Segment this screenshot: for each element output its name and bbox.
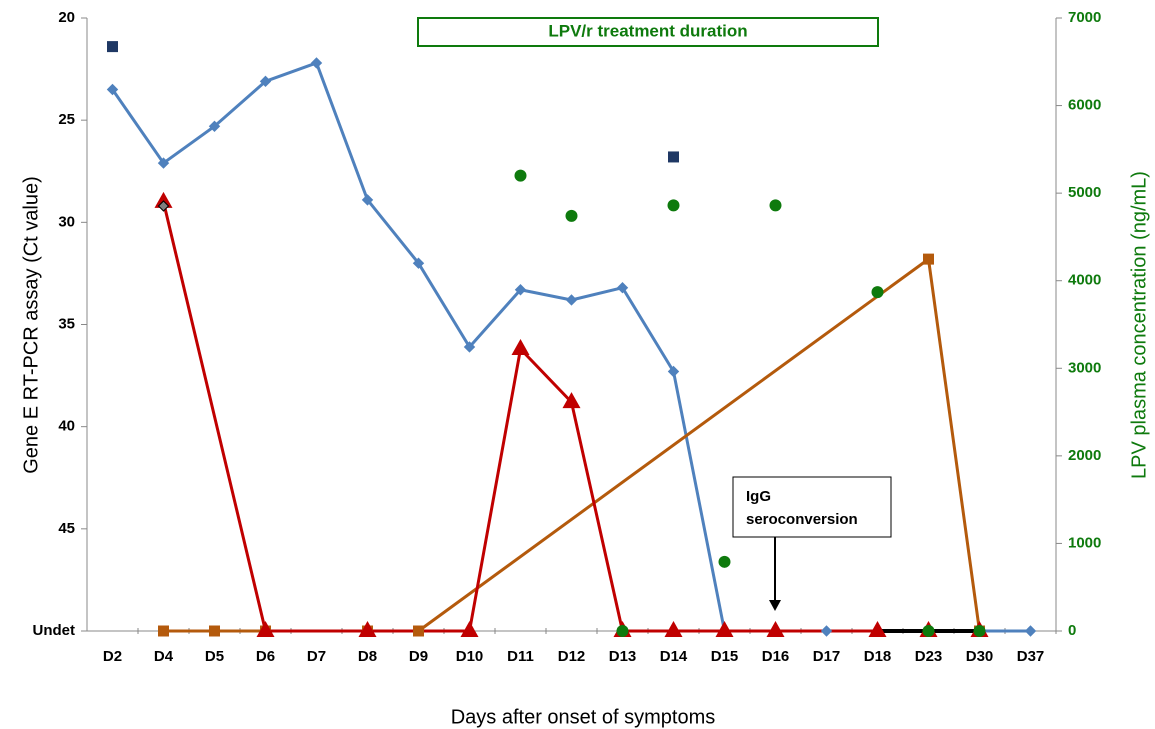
y2-tick-label: 6000 [1068, 97, 1101, 114]
y2-tick-label: 2000 [1068, 447, 1101, 464]
point [718, 555, 731, 568]
x-tick-label: D15 [711, 648, 739, 665]
point [412, 257, 425, 269]
x-tick-label: D4 [154, 648, 174, 665]
x-tick-label: D2 [103, 648, 122, 665]
x-tick-label: D16 [762, 648, 790, 665]
point [460, 621, 479, 637]
y-tick-label: 35 [58, 315, 75, 332]
y2-tick-label: 5000 [1068, 184, 1101, 201]
point [769, 199, 782, 212]
point [973, 625, 986, 637]
point [514, 169, 527, 182]
point [922, 625, 935, 637]
point [562, 392, 581, 409]
point [616, 282, 629, 294]
point [107, 41, 118, 53]
y-tick-label: 40 [58, 418, 75, 435]
x-tick-label: D6 [256, 648, 275, 665]
point [158, 625, 169, 637]
x-tick-label: D37 [1017, 648, 1045, 665]
point [1024, 625, 1037, 637]
point [514, 284, 527, 296]
x-tick-label: D23 [915, 648, 943, 665]
y2-tick-label: 1000 [1068, 534, 1101, 551]
point [667, 199, 680, 212]
annotation: IgG [746, 488, 771, 505]
point [664, 621, 683, 637]
treatment-box [417, 17, 879, 47]
point [820, 625, 833, 637]
point [463, 341, 476, 353]
series-line [163, 257, 981, 633]
x-tick-label: D9 [409, 648, 428, 665]
series-line [162, 201, 980, 633]
point [157, 200, 170, 212]
y-axis-title: Gene E RT-PCR assay (Ct value) [20, 176, 42, 474]
point [871, 286, 884, 299]
point [209, 625, 220, 637]
y-tick-label: 45 [58, 520, 75, 537]
x-tick-label: D12 [558, 648, 586, 665]
x-tick-label: D13 [609, 648, 637, 665]
y-tick-label: Undet [33, 622, 76, 639]
y-tick-label: 25 [58, 111, 75, 128]
y2-tick-label: 7000 [1068, 9, 1101, 26]
point [766, 621, 785, 637]
point [923, 253, 934, 265]
x-tick-label: D10 [456, 648, 484, 665]
point [413, 625, 424, 637]
y2-tick-label: 0 [1068, 622, 1076, 639]
annotation: seroconversion [746, 511, 858, 528]
point [256, 621, 275, 637]
y-tick-label: 20 [58, 9, 75, 26]
y2-tick-label: 4000 [1068, 272, 1101, 289]
x-tick-label: D7 [307, 648, 326, 665]
point [259, 75, 272, 88]
arrow-head [769, 600, 781, 611]
x-axis-title: Days after onset of symptoms [451, 706, 716, 728]
y-tick-label: 30 [58, 213, 75, 230]
igg-box [732, 476, 892, 538]
point [310, 57, 323, 69]
y2-axis-title: LPV plasma concentration (ng/mL) [1128, 171, 1150, 479]
point [154, 191, 173, 208]
x-tick-label: D11 [507, 648, 534, 665]
x-tick-label: D17 [813, 648, 841, 665]
x-tick-label: D30 [966, 648, 994, 665]
point [208, 120, 221, 133]
series-line [111, 61, 1031, 633]
point [668, 151, 679, 163]
x-tick-label: D14 [660, 648, 688, 665]
point [358, 621, 377, 637]
point [715, 621, 734, 637]
x-tick-label: D8 [358, 648, 377, 665]
x-tick-label: D5 [205, 648, 224, 665]
point [157, 157, 170, 169]
y2-tick-label: 3000 [1068, 359, 1101, 376]
point [106, 83, 119, 96]
point [511, 339, 530, 356]
point [565, 209, 578, 222]
x-tick-label: D18 [864, 648, 892, 665]
point [361, 194, 374, 206]
point [616, 625, 629, 637]
point [565, 294, 578, 306]
point [667, 365, 680, 378]
annotation: LPV/r treatment duration [548, 21, 747, 40]
point [868, 621, 887, 637]
